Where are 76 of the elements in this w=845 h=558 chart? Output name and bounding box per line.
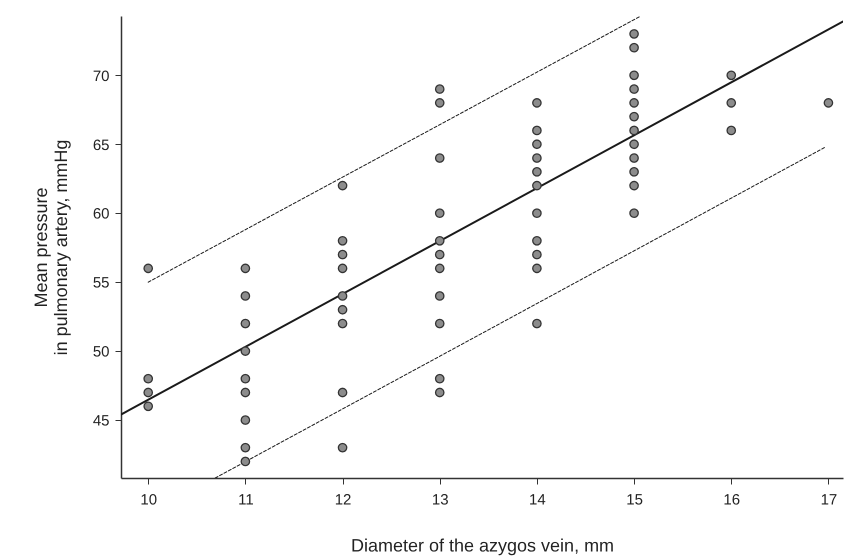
point [338, 264, 348, 274]
point [143, 264, 154, 274]
x-tick-label: 13 [432, 492, 449, 508]
x-tick-label: 15 [626, 492, 643, 508]
point [434, 264, 445, 274]
x-tick-label: 14 [529, 492, 546, 508]
point [629, 84, 639, 94]
point [143, 388, 154, 398]
x-tick-label: 11 [238, 492, 254, 508]
point [726, 98, 736, 108]
point [434, 208, 445, 218]
point [338, 388, 348, 398]
point [532, 264, 542, 274]
point [434, 153, 445, 163]
point [434, 291, 445, 301]
x-axis-title: Diameter of the azygos vein, mm [350, 536, 614, 556]
point [629, 208, 639, 218]
point [629, 70, 639, 80]
point [143, 374, 154, 384]
point [240, 388, 250, 398]
point [338, 236, 348, 246]
point [434, 374, 445, 384]
point [629, 42, 639, 53]
point [338, 291, 348, 301]
point [338, 250, 348, 260]
y-tick-label: 45 [92, 412, 110, 430]
point [338, 180, 348, 190]
y-tick-label: 70 [92, 68, 110, 85]
y-tick-label: 60 [92, 206, 110, 223]
x-tick-label: 12 [334, 492, 352, 508]
point [629, 98, 639, 108]
y-tick-label: 65 [92, 136, 110, 154]
point [434, 250, 445, 260]
point [532, 167, 542, 177]
point [629, 180, 639, 190]
point [240, 291, 250, 301]
point [532, 139, 542, 150]
point [532, 126, 542, 136]
point [338, 442, 348, 452]
point [240, 415, 250, 425]
point [532, 153, 542, 163]
point [240, 264, 250, 274]
point [629, 153, 639, 163]
point [240, 442, 250, 452]
point [629, 126, 639, 136]
y-tick-label: 50 [92, 344, 110, 361]
point [240, 346, 250, 356]
point [240, 318, 250, 328]
point [532, 98, 542, 108]
point [532, 180, 542, 190]
point [240, 456, 250, 466]
point [629, 112, 639, 122]
point [240, 374, 250, 384]
point [434, 84, 445, 94]
y-axis-title: Mean pressure in pulmonary artery, mmHg [30, 140, 71, 356]
point [629, 139, 639, 150]
point [824, 98, 834, 108]
y-tick-label: 55 [92, 274, 110, 292]
point [629, 167, 639, 177]
point [532, 250, 542, 260]
point [434, 98, 445, 108]
point [726, 126, 736, 136]
point [532, 208, 542, 218]
x-tick-label: 16 [723, 492, 740, 508]
x-tick-label: 17 [820, 492, 838, 508]
point [338, 318, 348, 328]
point [338, 304, 348, 315]
point [434, 236, 445, 246]
x-tick-label: 10 [140, 492, 158, 508]
point [434, 318, 445, 328]
point [532, 318, 542, 328]
point [434, 388, 445, 398]
point [143, 401, 154, 412]
point [532, 236, 542, 246]
point [629, 29, 639, 39]
point [726, 70, 736, 80]
